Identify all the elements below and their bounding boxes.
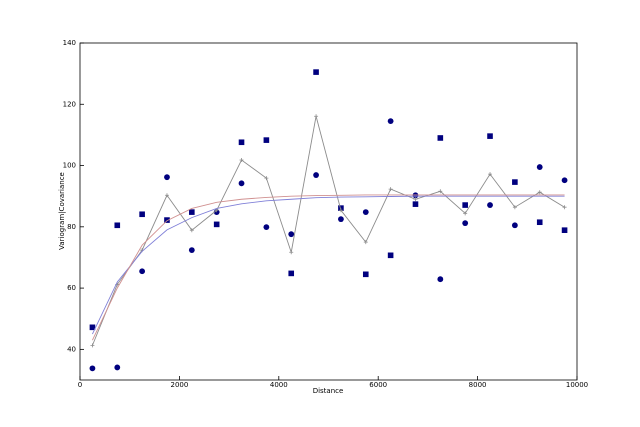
y-tick-label: 60 <box>67 284 76 292</box>
plus-marker <box>314 114 319 119</box>
plus-marker <box>413 197 418 202</box>
series-line <box>92 194 565 341</box>
plus-marker <box>388 187 393 192</box>
y-tick-label: 40 <box>67 345 76 353</box>
circle-marker <box>238 180 245 187</box>
square-marker <box>487 133 493 139</box>
square-marker <box>213 221 220 228</box>
series-line <box>92 195 565 335</box>
plot-frame <box>79 42 578 381</box>
x-tick-label: 4000 <box>270 381 288 389</box>
plus-marker <box>512 205 517 210</box>
square-marker <box>437 135 444 141</box>
circle-marker <box>561 177 568 184</box>
circle-marker <box>338 216 344 223</box>
circle-marker <box>536 164 543 170</box>
circle-marker <box>387 118 394 125</box>
x-tick-label: 10000 <box>566 381 588 389</box>
square-marker <box>263 137 270 143</box>
circle-marker <box>487 202 493 208</box>
plus-marker <box>164 193 169 198</box>
square-marker <box>338 205 344 211</box>
series-line <box>92 116 565 346</box>
square-marker <box>89 324 96 331</box>
square-marker <box>238 139 245 146</box>
plus-marker <box>338 208 343 213</box>
plus-marker <box>488 172 493 177</box>
x-tick-label: 6000 <box>369 381 387 389</box>
square-marker <box>114 222 121 229</box>
y-tick-label: 100 <box>63 162 76 170</box>
plus-marker <box>90 343 95 348</box>
square-marker <box>288 270 295 277</box>
square-marker <box>362 271 369 278</box>
y-axis-label: Variogram|Covariance <box>58 172 66 250</box>
square-marker <box>462 202 468 208</box>
square-marker <box>164 217 170 223</box>
square-marker <box>189 209 195 215</box>
circle-marker <box>462 220 469 227</box>
plus-marker <box>214 208 219 213</box>
circle-marker <box>139 268 146 275</box>
x-axis-label: Distance <box>313 387 344 395</box>
square-marker <box>387 252 394 259</box>
x-tick-label: 0 <box>78 381 82 389</box>
x-tick-label: 8000 <box>469 381 487 389</box>
circle-marker <box>511 222 518 229</box>
plus-marker <box>239 158 244 163</box>
plus-marker <box>537 190 542 195</box>
plus-marker <box>189 228 194 233</box>
plus-marker <box>264 176 269 181</box>
square-marker <box>512 179 518 185</box>
circle-marker <box>437 276 444 283</box>
circle-marker <box>288 231 295 238</box>
square-marker <box>561 227 568 233</box>
circle-marker <box>188 247 195 254</box>
square-marker <box>412 201 419 207</box>
y-tick-label: 80 <box>67 223 76 231</box>
y-tick-label: 140 <box>63 39 76 47</box>
square-marker <box>139 211 145 218</box>
circle-marker <box>164 174 170 181</box>
y-tick-label: 120 <box>63 100 76 108</box>
circle-marker <box>89 365 96 372</box>
circle-marker <box>114 364 121 371</box>
circle-marker <box>313 172 319 178</box>
circle-marker <box>263 224 270 231</box>
plus-marker <box>562 205 567 210</box>
plus-marker <box>463 211 468 216</box>
plus-marker <box>289 250 294 255</box>
plus-marker <box>438 189 443 194</box>
x-tick-label: 2000 <box>170 381 188 389</box>
plus-marker <box>363 240 368 245</box>
circle-marker <box>362 209 369 216</box>
square-marker <box>536 219 543 226</box>
square-marker <box>313 69 319 75</box>
